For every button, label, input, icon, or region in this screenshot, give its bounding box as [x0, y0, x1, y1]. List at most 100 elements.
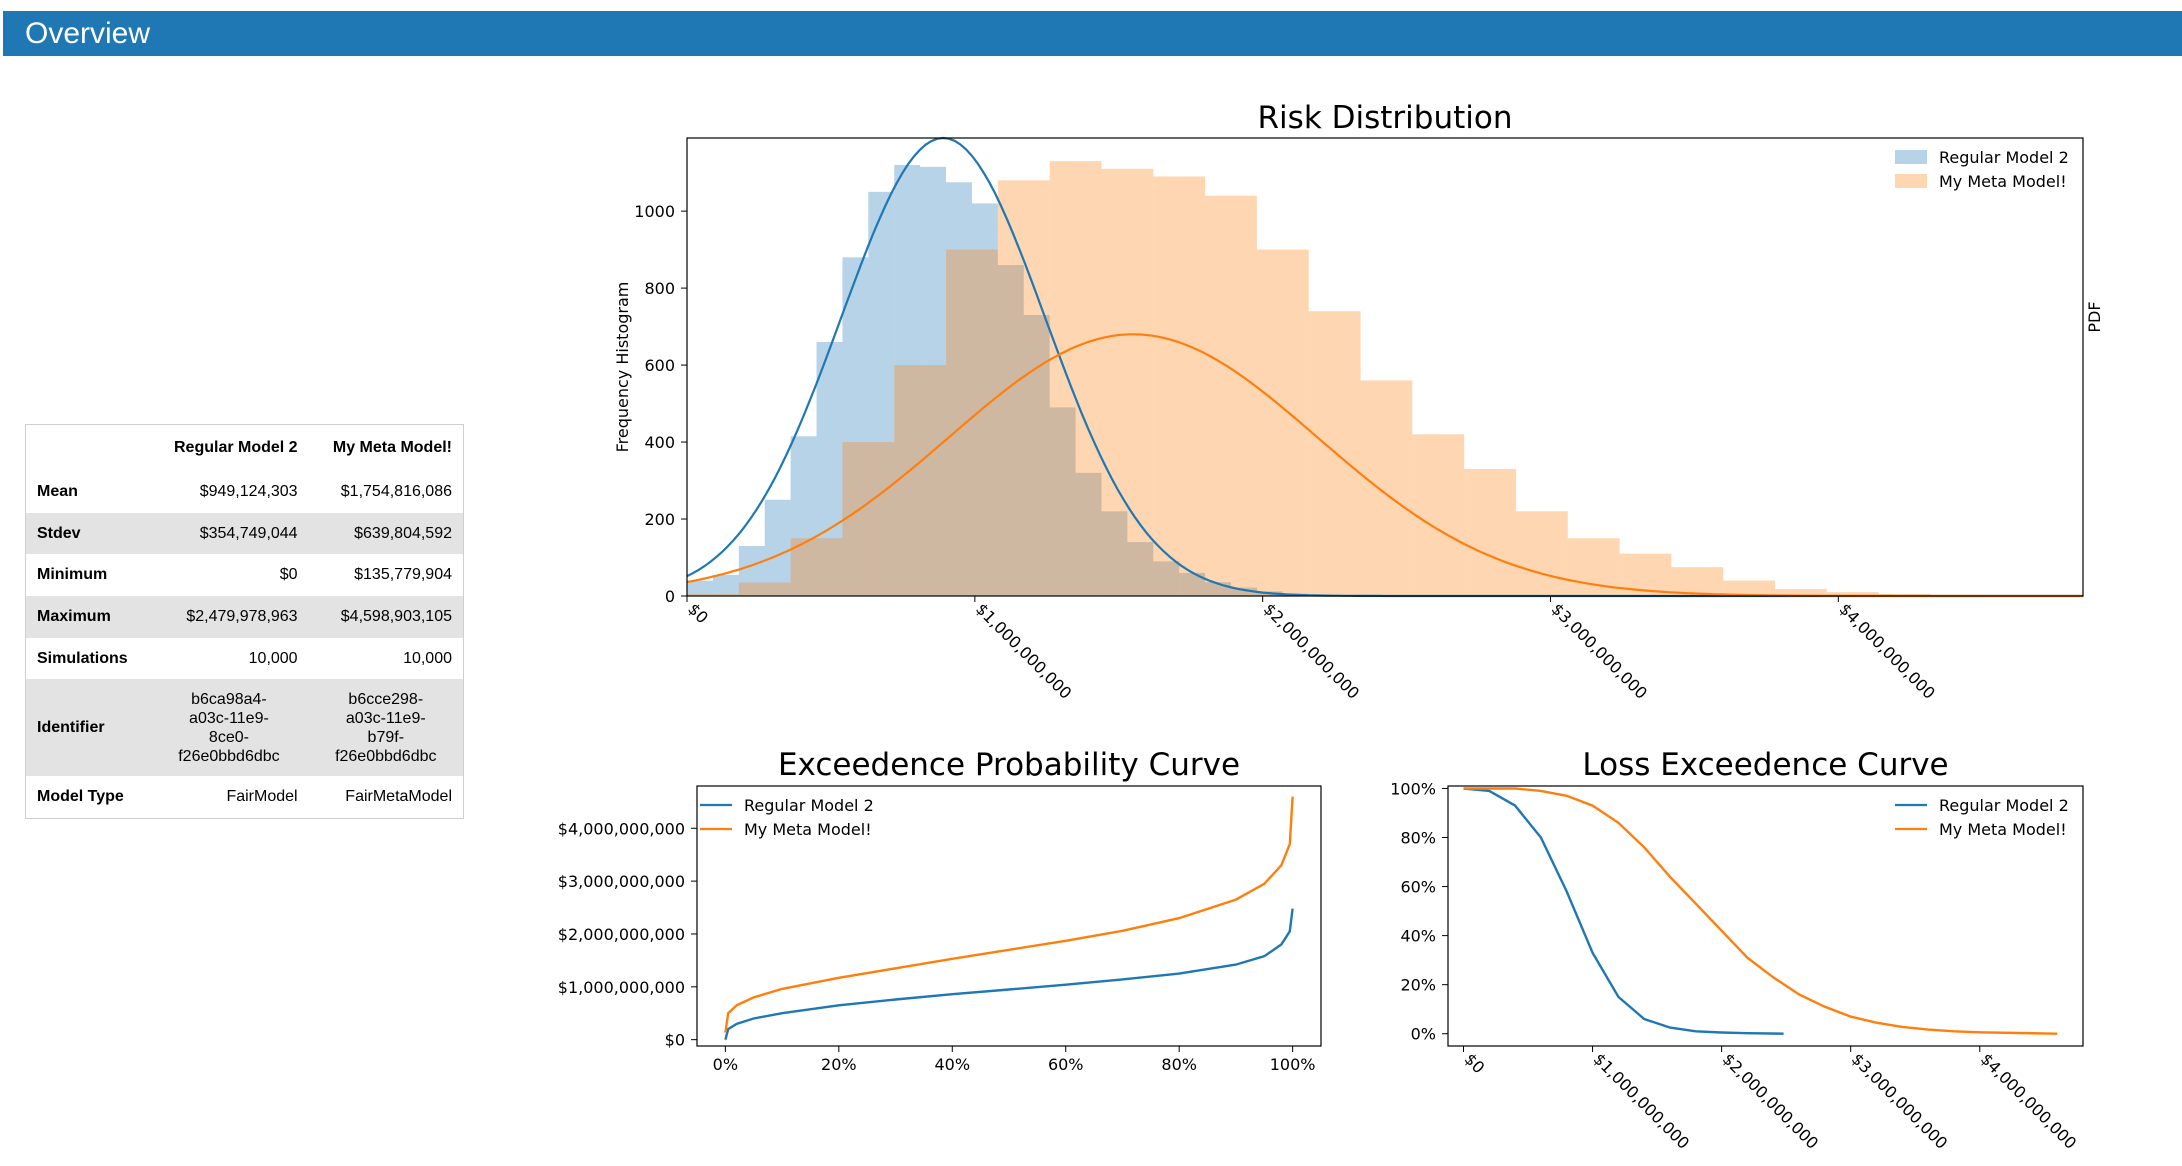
x-tick-label: 0%: [713, 1055, 738, 1074]
column-header: Regular Model 2: [174, 439, 298, 456]
histogram-bar: [1153, 176, 1206, 596]
legend-label: My Meta Model!: [1939, 820, 2067, 839]
table-cell: $2,479,978,963: [186, 607, 298, 625]
legend-label: Regular Model 2: [1939, 796, 2069, 815]
y-tick-label: 80%: [1400, 829, 1436, 848]
histogram-bar: [1179, 572, 1206, 596]
row-label: Identifier: [37, 718, 105, 736]
row-label: Simulations: [37, 649, 128, 667]
x-tick-label: 40%: [934, 1055, 970, 1074]
x-tick-label: $3,000,000,000: [1848, 1049, 1951, 1152]
histogram-bar: [1515, 511, 1568, 596]
identifier-line: b79f-: [367, 728, 405, 746]
legend-swatch: [1895, 150, 1927, 164]
x-tick-label: $3,000,000,000: [1548, 599, 1651, 702]
summary-stats-table: Regular Model 2 My Meta Model! Mean $949…: [25, 424, 464, 820]
y-tick-label: 200: [644, 510, 675, 529]
series-line: [724, 908, 1294, 1041]
table-row: Simulations 10,000 10,000: [26, 638, 463, 680]
y-tick-label: 40%: [1400, 927, 1436, 946]
x-tick-label: $0: [1461, 1049, 1489, 1077]
series-line: [1463, 787, 2058, 1035]
row-label: Stdev: [37, 524, 81, 542]
row-label: Maximum: [37, 607, 111, 625]
identifier-cell: b6ca98a4- a03c-11e9- 8ce0- f26e0bbd6dbc: [149, 679, 308, 776]
histogram-bar: [920, 166, 947, 596]
histogram-bar: [1723, 580, 1776, 596]
x-tick-label: $4,000,000,000: [1977, 1049, 2080, 1152]
x-tick-label: 20%: [821, 1055, 857, 1074]
plot-frame: [696, 785, 1322, 1047]
identifier-line: a03c-11e9-: [189, 709, 269, 727]
x-tick-label: $2,000,000,000: [1719, 1049, 1822, 1152]
table-cell: $354,749,044: [199, 524, 298, 542]
histogram-bar: [1075, 472, 1102, 596]
table-row: Maximum $2,479,978,963 $4,598,903,105: [26, 596, 463, 638]
table-row: Stdev $354,749,044 $639,804,592: [26, 512, 463, 555]
x-tick-label: 80%: [1161, 1055, 1197, 1074]
histogram-bar: [1360, 380, 1413, 596]
y-tick-label: 400: [644, 433, 675, 452]
histogram-bar: [1412, 434, 1465, 596]
histogram-bar: [1101, 168, 1154, 596]
row-label: Minimum: [37, 566, 108, 584]
row-label: Model Type: [37, 788, 124, 806]
legend-label: My Meta Model!: [1939, 172, 2067, 191]
plot-frame: [686, 137, 2084, 597]
legend-label: Regular Model 2: [1939, 148, 2069, 167]
y-tick-label: $2,000,000,000: [558, 925, 685, 944]
identifier-line: f26e0bbd6dbc: [335, 747, 437, 765]
identifier-line: 8ce0-: [208, 728, 249, 746]
histogram-bar: [1205, 195, 1257, 597]
histogram-bar: [687, 580, 713, 596]
histogram-bar: [1826, 592, 1879, 596]
y-axis-label: Frequency Histogram: [613, 282, 632, 453]
identifier-line: b6ca98a4-: [191, 690, 267, 708]
x-tick-label: $4,000,000,000: [1836, 599, 1939, 702]
legend-label: Regular Model 2: [744, 796, 874, 815]
series-line: [1463, 787, 1784, 1035]
histogram-bar: [946, 249, 998, 596]
histogram-bar: [738, 582, 791, 596]
y-tick-label: $3,000,000,000: [558, 872, 685, 891]
histogram-bar: [712, 574, 739, 596]
table-cell: $1,754,816,086: [340, 482, 452, 500]
page-title: Overview: [25, 17, 151, 50]
y-tick-label: $0: [665, 1031, 685, 1050]
identifier-line: b6cce298-: [348, 690, 424, 708]
table-cell: FairModel: [226, 788, 298, 806]
secondary-y-axis-label: PDF: [2085, 301, 2104, 332]
plot-frame: [1447, 785, 2084, 1047]
histogram-bar: [1775, 589, 1827, 596]
histogram-bar: [687, 594, 739, 596]
histogram-bar: [894, 164, 921, 597]
x-tick-label: $1,000,000,000: [1590, 1049, 1693, 1152]
chart-title: Loss Exceedence Curve: [1582, 747, 1948, 783]
table-row: Mean $949,124,303 $1,754,816,086: [26, 471, 463, 513]
y-tick-label: 100%: [1390, 779, 1436, 798]
table-cell: $949,124,303: [199, 482, 298, 500]
table-header-row: Regular Model 2 My Meta Model!: [26, 425, 463, 471]
column-header: My Meta Model!: [332, 439, 452, 456]
table-cell: FairMetaModel: [345, 788, 452, 806]
y-tick-label: $4,000,000,000: [558, 819, 685, 838]
series-line: [724, 796, 1294, 1033]
identifier-line: f26e0bbd6dbc: [178, 747, 280, 765]
histogram-bar: [894, 365, 947, 596]
legend-swatch: [1895, 174, 1927, 188]
histogram-bar: [1101, 511, 1128, 596]
histogram-bar: [1049, 161, 1102, 596]
histogram-bar: [868, 191, 895, 596]
chart-title: Risk Distribution: [1258, 100, 1513, 136]
histogram-bar: [1231, 587, 1257, 596]
table-cell: $4,598,903,105: [340, 607, 452, 625]
y-tick-label: $1,000,000,000: [558, 978, 685, 997]
table-row: Model Type FairModel FairMetaModel: [26, 776, 463, 818]
chart-title: Exceedence Probability Curve: [778, 747, 1240, 783]
y-tick-label: 0: [665, 587, 675, 606]
y-tick-label: 1000: [634, 202, 675, 221]
histogram-bar: [738, 545, 765, 596]
histogram-bar: [1671, 567, 1724, 596]
y-tick-label: 600: [644, 356, 675, 375]
